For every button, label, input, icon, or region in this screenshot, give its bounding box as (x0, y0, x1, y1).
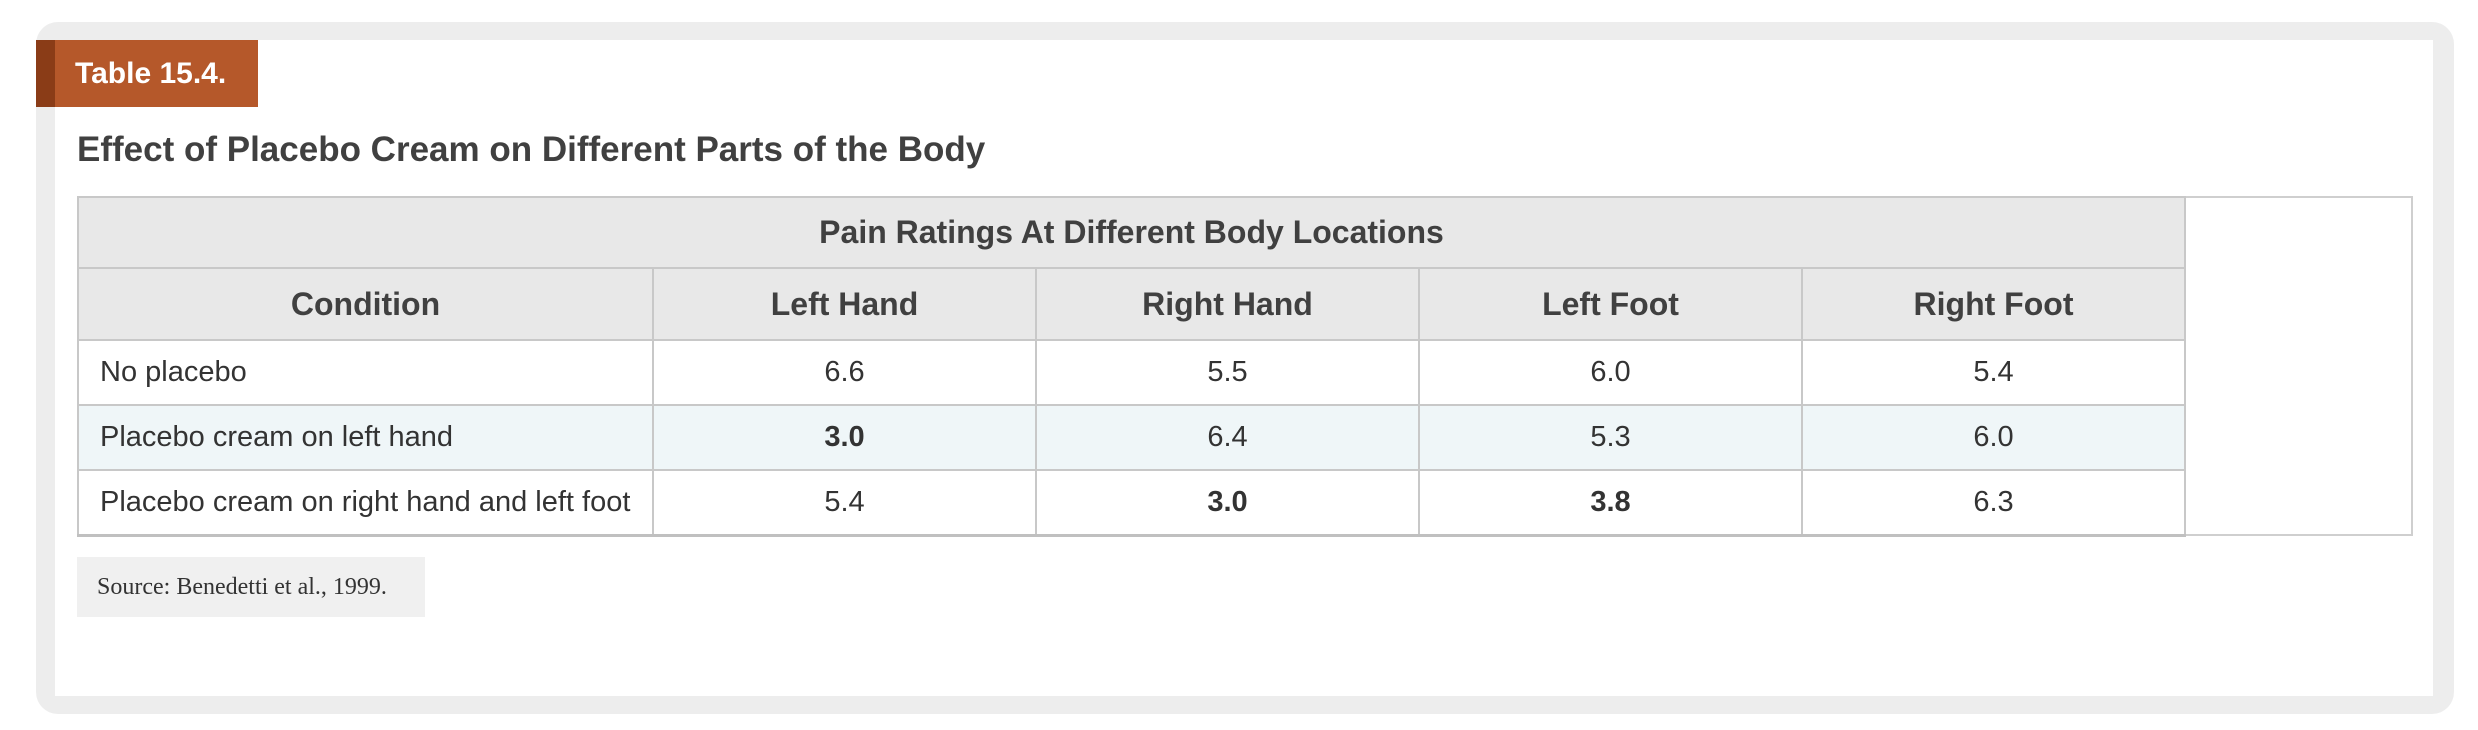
column-header-left-foot: Left Foot (1418, 267, 1803, 341)
value-cell: 5.4 (1801, 339, 2186, 406)
source-note: Source: Benedetti et al., 1999. (77, 557, 425, 617)
value-cell: 3.8 (1418, 469, 1803, 537)
value-cell: 6.6 (652, 339, 1037, 406)
table-caption: Effect of Placebo Cream on Different Par… (77, 130, 986, 169)
value-cell: 3.0 (1035, 469, 1420, 537)
value-cell: 5.3 (1418, 404, 1803, 471)
value-cell: 6.0 (1801, 404, 2186, 471)
table-row: Placebo cream on left hand 3.0 6.4 5.3 6… (77, 404, 2186, 471)
column-header-left-hand: Left Hand (652, 267, 1037, 341)
table-row: Placebo cream on right hand and left foo… (77, 469, 2186, 537)
column-header-condition: Condition (77, 267, 654, 341)
table-row: No placebo 6.6 5.5 6.0 5.4 (77, 339, 2186, 406)
value-cell: 6.0 (1418, 339, 1803, 406)
condition-cell: No placebo (77, 339, 654, 406)
condition-cell: Placebo cream on right hand and left foo… (77, 469, 654, 537)
value-cell: 3.0 (652, 404, 1037, 471)
condition-cell: Placebo cream on left hand (77, 404, 654, 471)
table-number-label: Table 15.4. (36, 40, 258, 107)
pain-ratings-table: Pain Ratings At Different Body Locations… (77, 196, 2186, 537)
value-cell: 6.3 (1801, 469, 2186, 537)
value-cell: 5.4 (652, 469, 1037, 537)
value-cell: 5.5 (1035, 339, 1420, 406)
column-header-right-foot: Right Foot (1801, 267, 2186, 341)
value-cell: 6.4 (1035, 404, 1420, 471)
column-header-right-hand: Right Hand (1035, 267, 1420, 341)
group-header: Pain Ratings At Different Body Locations (77, 196, 2186, 269)
